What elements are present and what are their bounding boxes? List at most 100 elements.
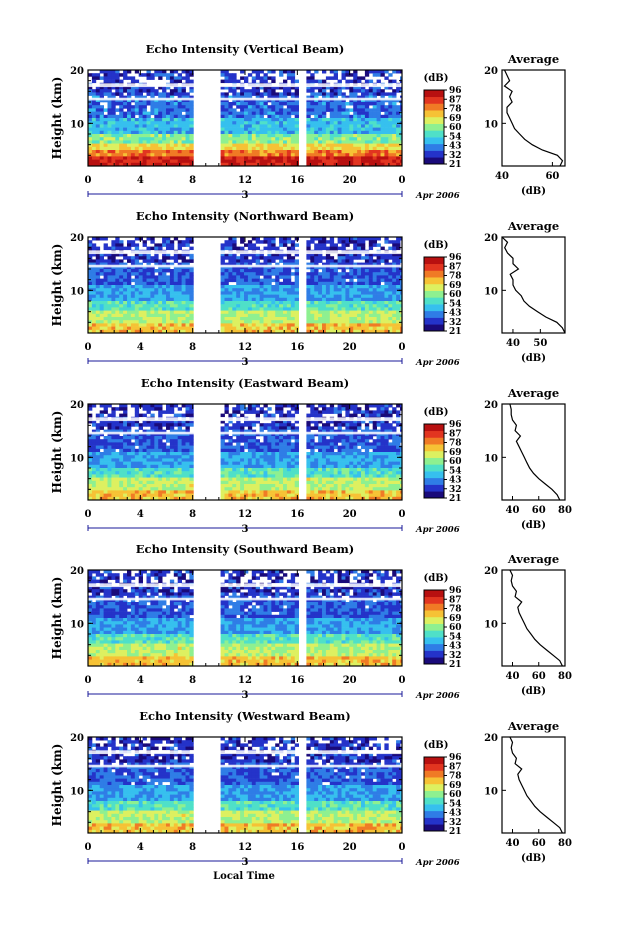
heat-cell bbox=[134, 262, 140, 267]
heat-cell bbox=[150, 426, 155, 430]
heat-cell bbox=[361, 121, 366, 125]
heat-cell bbox=[259, 301, 264, 305]
heat-cell bbox=[400, 301, 402, 305]
heat-cell bbox=[271, 285, 276, 289]
heat-cell bbox=[400, 329, 402, 334]
heat-cell bbox=[236, 304, 241, 308]
heat-cell bbox=[376, 323, 381, 327]
heat-cell bbox=[396, 111, 401, 116]
heat-cell bbox=[263, 98, 268, 103]
heat-cell bbox=[376, 269, 381, 273]
heat-cell bbox=[263, 118, 268, 122]
heat-cell bbox=[103, 89, 108, 93]
heat-cell bbox=[376, 272, 381, 276]
heat-cell bbox=[166, 124, 171, 128]
heat-cell bbox=[146, 429, 151, 434]
heat-cell bbox=[290, 102, 296, 106]
heat-cell bbox=[349, 445, 354, 450]
heat-cell bbox=[294, 285, 299, 289]
heat-cell bbox=[283, 259, 288, 263]
heat-cell bbox=[177, 253, 182, 257]
heat-cell bbox=[337, 323, 342, 327]
heat-cell bbox=[130, 304, 136, 308]
heat-cell bbox=[185, 105, 190, 109]
heat-cell bbox=[240, 159, 245, 164]
heat-cell bbox=[329, 291, 335, 295]
heat-cell bbox=[154, 243, 159, 247]
heat-cell bbox=[259, 134, 264, 138]
heat-cell bbox=[337, 265, 342, 270]
heat-cell bbox=[255, 294, 260, 299]
heat-cell bbox=[111, 95, 116, 100]
heat-cell bbox=[158, 102, 163, 106]
heat-cell bbox=[361, 410, 366, 414]
heat-cell bbox=[103, 310, 108, 315]
heat-cell bbox=[337, 294, 342, 299]
heat-cell bbox=[361, 323, 366, 327]
heat-cell bbox=[115, 320, 120, 324]
heat-cell bbox=[368, 237, 374, 241]
heat-cell bbox=[322, 130, 327, 135]
heat-cell bbox=[349, 240, 354, 244]
heat-cell bbox=[224, 146, 229, 151]
heat-cell bbox=[368, 269, 374, 273]
heat-cell bbox=[158, 124, 163, 128]
heat-cell bbox=[286, 269, 292, 273]
heat-cell bbox=[333, 265, 338, 270]
heat-cell bbox=[111, 130, 116, 135]
heat-cell bbox=[341, 121, 346, 125]
heat-cell bbox=[142, 294, 147, 299]
heat-cell bbox=[103, 423, 108, 427]
heat-cell bbox=[333, 278, 338, 283]
heat-cell bbox=[306, 134, 311, 138]
heat-cell bbox=[380, 146, 385, 151]
heat-cell bbox=[388, 323, 393, 327]
heat-cell bbox=[162, 259, 167, 263]
heat-cell bbox=[263, 329, 268, 334]
heat-cell bbox=[259, 445, 264, 450]
heat-cell bbox=[318, 124, 323, 128]
heat-cell bbox=[329, 448, 335, 453]
heat-cell bbox=[290, 121, 296, 125]
heat-cell bbox=[357, 281, 362, 286]
heat-cell bbox=[396, 413, 401, 418]
heat-cell bbox=[286, 426, 292, 430]
heat-cell bbox=[333, 134, 338, 138]
heat-cell bbox=[325, 256, 331, 260]
heat-cell bbox=[275, 426, 280, 430]
heat-cell bbox=[372, 102, 377, 106]
heat-cell bbox=[364, 150, 370, 154]
heat-cell bbox=[364, 285, 370, 289]
heat-cell bbox=[173, 307, 179, 311]
heat-cell bbox=[306, 329, 311, 334]
heat-cell bbox=[107, 121, 112, 125]
heat-cell bbox=[290, 134, 296, 138]
heat-cell bbox=[380, 253, 385, 257]
heat-cell bbox=[150, 140, 155, 144]
heat-cell bbox=[158, 317, 163, 321]
heat-cell bbox=[173, 294, 179, 299]
heat-cell bbox=[263, 162, 268, 167]
heat-cell bbox=[232, 275, 237, 279]
heat-cell bbox=[95, 288, 101, 292]
heat-cell bbox=[290, 70, 296, 74]
heat-cell bbox=[392, 98, 397, 103]
heat-cell bbox=[162, 108, 167, 112]
heat-cell bbox=[259, 79, 264, 84]
heat-cell bbox=[95, 108, 101, 112]
heat-cell bbox=[392, 429, 397, 434]
heat-cell bbox=[138, 118, 143, 122]
heat-cell bbox=[275, 301, 280, 305]
heat-cell bbox=[224, 86, 229, 90]
heat-cell bbox=[103, 307, 108, 311]
panels-group: Echo Intensity (Vertical Beam)2010Height… bbox=[50, 42, 572, 868]
heat-cell bbox=[329, 89, 335, 93]
heat-cell bbox=[130, 294, 136, 299]
heat-cell bbox=[162, 140, 167, 144]
colorbar-label: 60 bbox=[449, 123, 462, 133]
heat-cell bbox=[314, 86, 319, 90]
heat-cell bbox=[310, 124, 315, 128]
heat-cell bbox=[318, 240, 323, 244]
heat-cell bbox=[134, 436, 140, 440]
heat-cell bbox=[103, 246, 108, 251]
